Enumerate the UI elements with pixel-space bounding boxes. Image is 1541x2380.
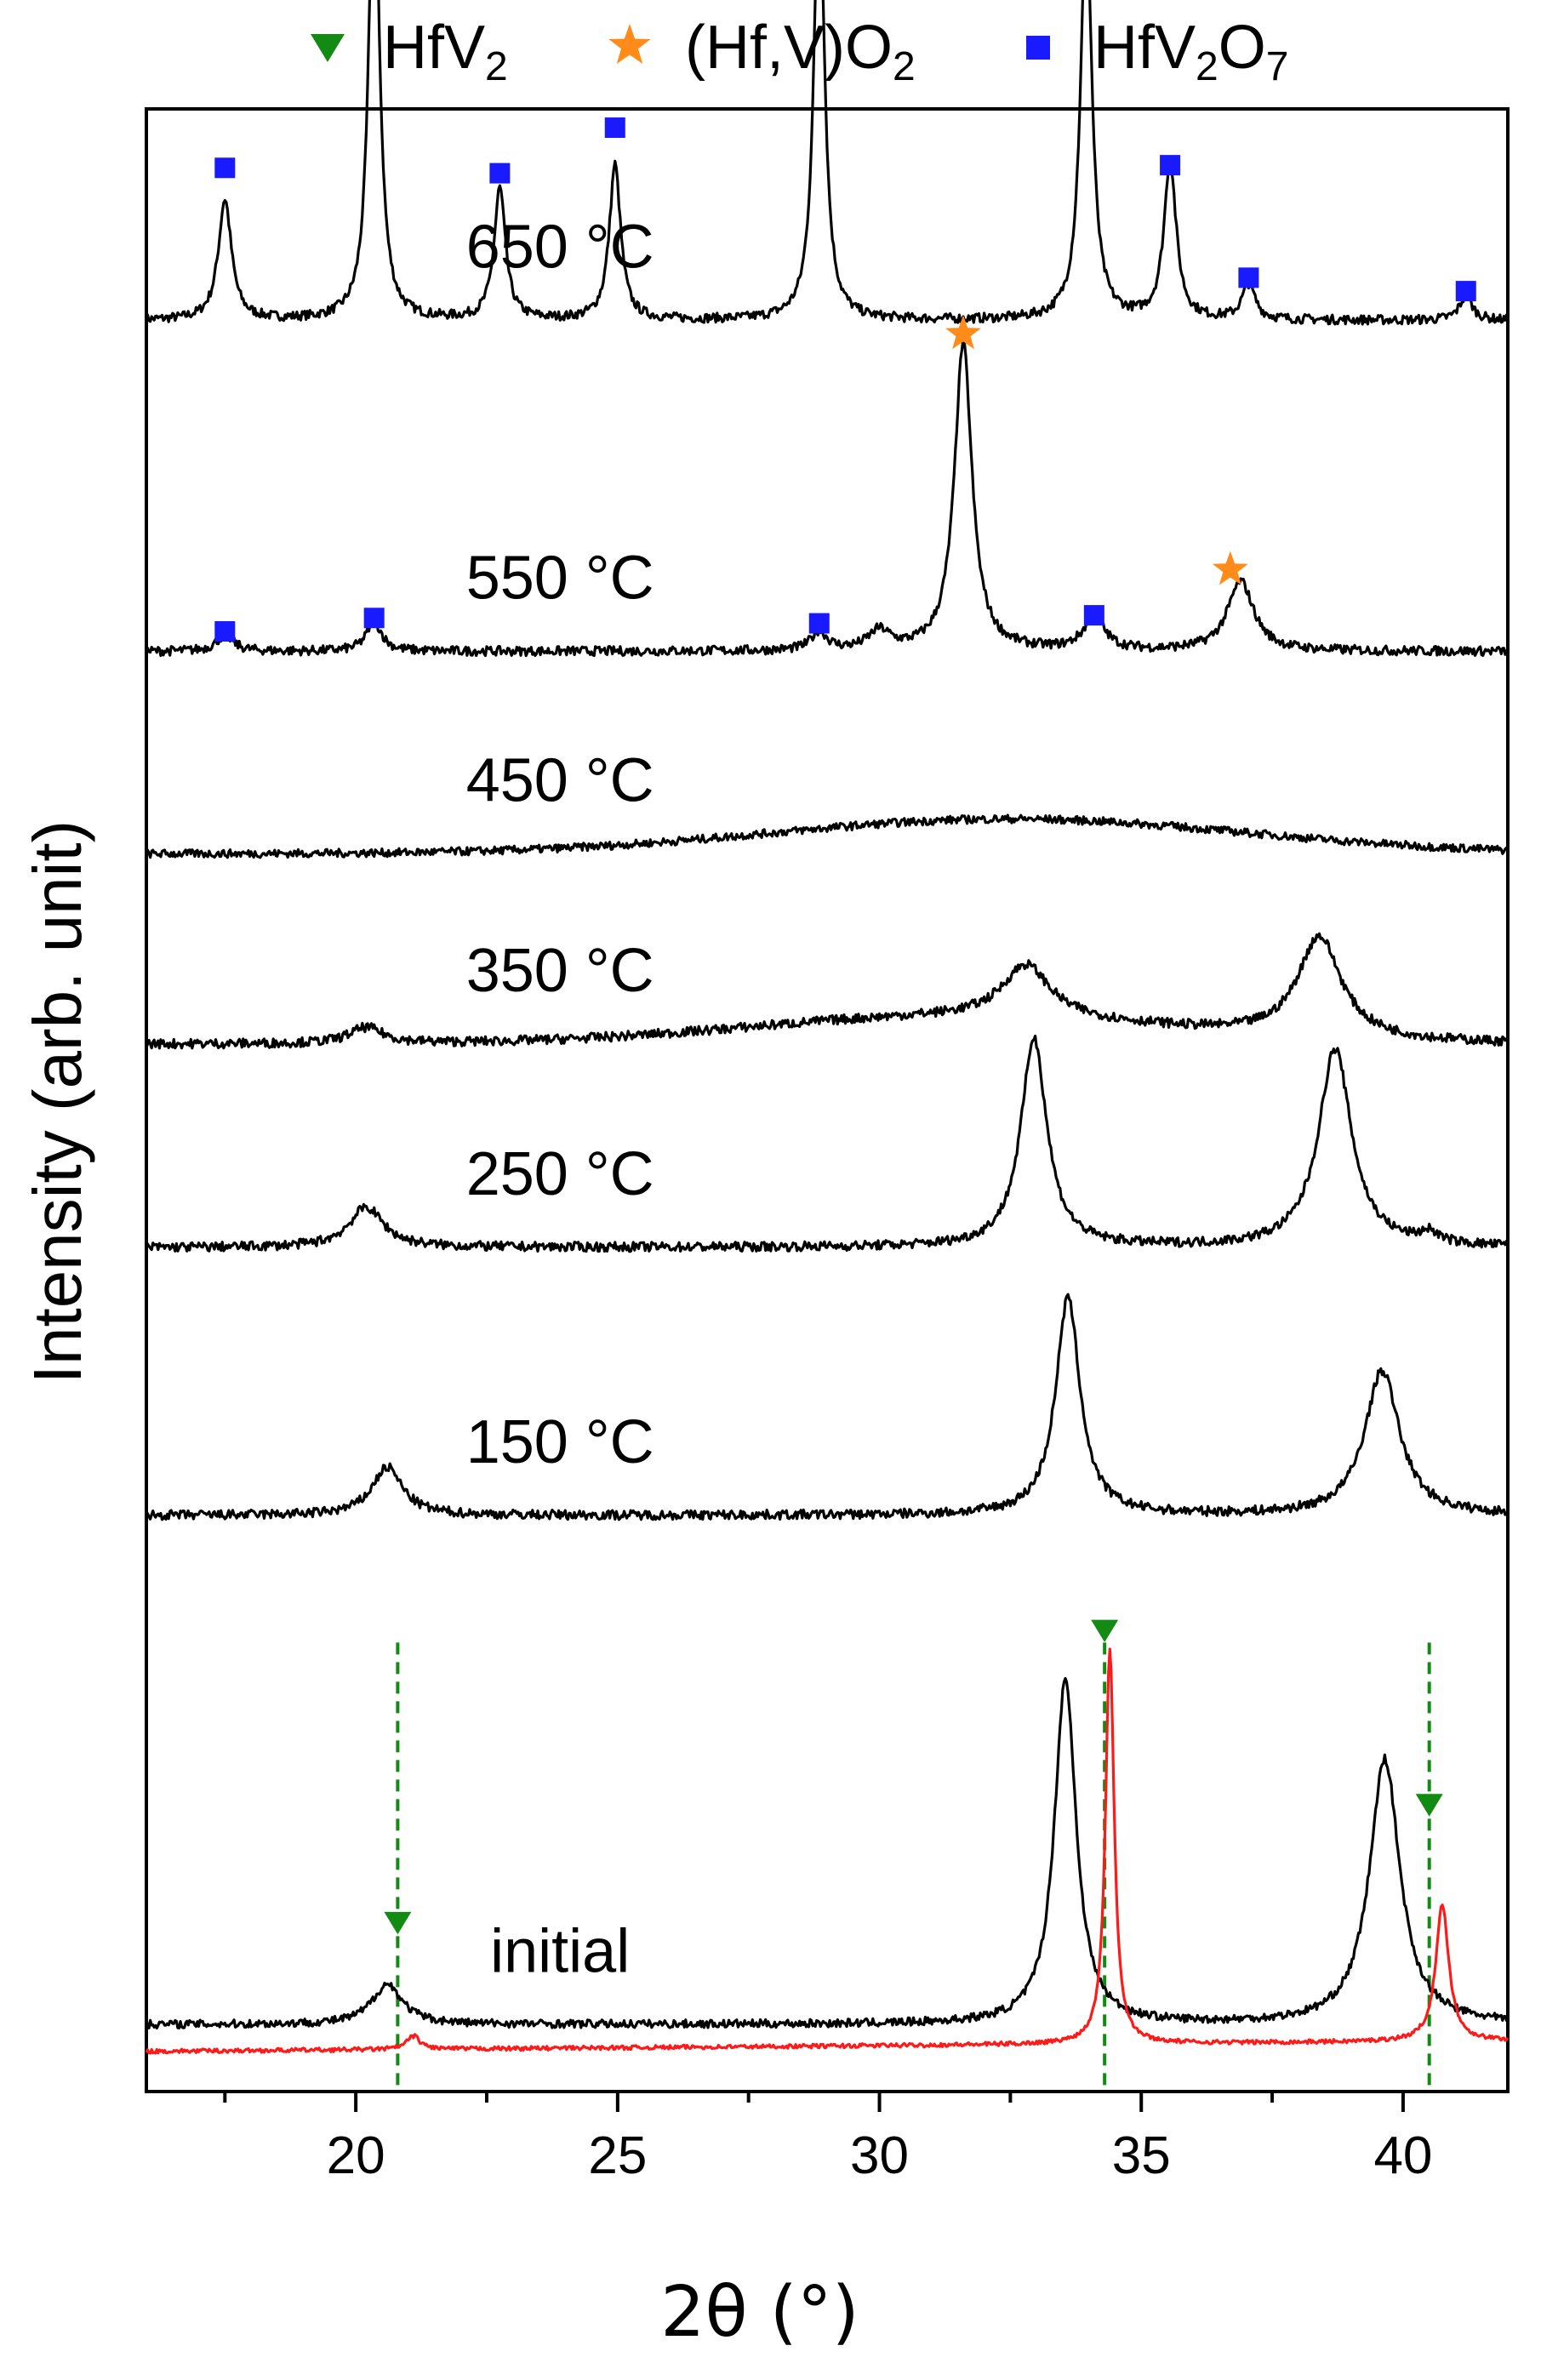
- x-tick-label: 30: [850, 2126, 909, 2185]
- series-line-4: [146, 1034, 1510, 1253]
- hfv2o7-marker-3: [604, 117, 625, 139]
- hfvo2-marker-1: [1212, 551, 1248, 585]
- x-tick-label: 25: [588, 2126, 647, 2185]
- legend-text-part: HfV: [1093, 14, 1196, 82]
- hfv2o7-marker-2: [489, 163, 511, 184]
- curve-label-6: initial: [490, 1917, 630, 1985]
- series-line-0: [145, 0, 1510, 326]
- x-axis-label: 2θ (°): [660, 2272, 859, 2353]
- legend-text-part: (Hf,V)O: [685, 14, 893, 82]
- plot-area: 650 °C 550 °C 450 °C 350 °C 250 °C 150 °C init…: [145, 0, 1510, 2093]
- legend-hfv2o7-marker: [1026, 36, 1050, 60]
- hfv2o7-marker-10: [363, 608, 385, 629]
- hfv2-marker-0: [384, 1911, 412, 1935]
- y-axis-label: Intensity (arb. unit): [20, 820, 95, 1384]
- hfv2o7-marker-6: [1160, 155, 1181, 176]
- series-line-3: [145, 932, 1510, 1050]
- legend-hfv2-marker: [311, 34, 345, 62]
- hfv2o7-marker-9: [214, 620, 236, 642]
- legend-subscript: 2: [1196, 44, 1219, 89]
- hfvo2-marker-0: [945, 315, 981, 350]
- legend-subscript: 7: [1266, 44, 1289, 89]
- legend-text-part: O: [1219, 14, 1266, 82]
- curve-label-5: 150 °C: [466, 1408, 654, 1476]
- hfv2-marker-2: [1415, 1794, 1443, 1817]
- legend-label-0: HfV2: [383, 14, 508, 89]
- phase-markers: [214, 117, 1476, 1935]
- series-line-5: [145, 1293, 1510, 1521]
- curve-labels: 650 °C 550 °C 450 °C 350 °C 250 °C 150 °C init…: [466, 214, 654, 1986]
- series-line-1: [145, 336, 1510, 658]
- plot-frame: [145, 107, 1510, 2093]
- legend: HfV2 (Hf,V)O2 HfV2O7: [311, 14, 1288, 89]
- legend-hfvo2-marker: [608, 24, 651, 64]
- hfv2o7-marker-12: [1083, 605, 1104, 626]
- curve-label-0: 650 °C: [466, 214, 654, 282]
- legend-label-1: (Hf,V)O2: [685, 14, 916, 89]
- hfv2o7-marker-7: [1238, 267, 1259, 288]
- hfv2o7-marker-11: [808, 613, 830, 634]
- legend-subscript: 2: [485, 44, 508, 89]
- curve-label-4: 250 °C: [466, 1140, 654, 1208]
- legend-text-part: HfV: [383, 14, 485, 82]
- curve-label-2: 450 °C: [466, 746, 654, 814]
- x-tick-label: 40: [1373, 2126, 1432, 2185]
- series-line-7: [145, 1647, 1510, 2055]
- curve-label-3: 350 °C: [466, 937, 654, 1005]
- x-tick-label: 20: [327, 2126, 385, 2185]
- legend-label-2: HfV2O7: [1093, 14, 1288, 89]
- series-line-2: [145, 813, 1509, 859]
- series-line-6: [145, 1676, 1510, 2030]
- hfv2o7-marker-8: [1455, 281, 1476, 302]
- curve-label-1: 550 °C: [466, 545, 654, 613]
- legend-subscript: 2: [893, 44, 916, 89]
- curves: [145, 0, 1510, 2055]
- x-axis: 20 25 30 35 40: [223, 2092, 1432, 2185]
- hfv2o7-marker-0: [214, 157, 236, 179]
- x-tick-label: 35: [1112, 2126, 1171, 2185]
- hfv2-marker-1: [1091, 1619, 1119, 1643]
